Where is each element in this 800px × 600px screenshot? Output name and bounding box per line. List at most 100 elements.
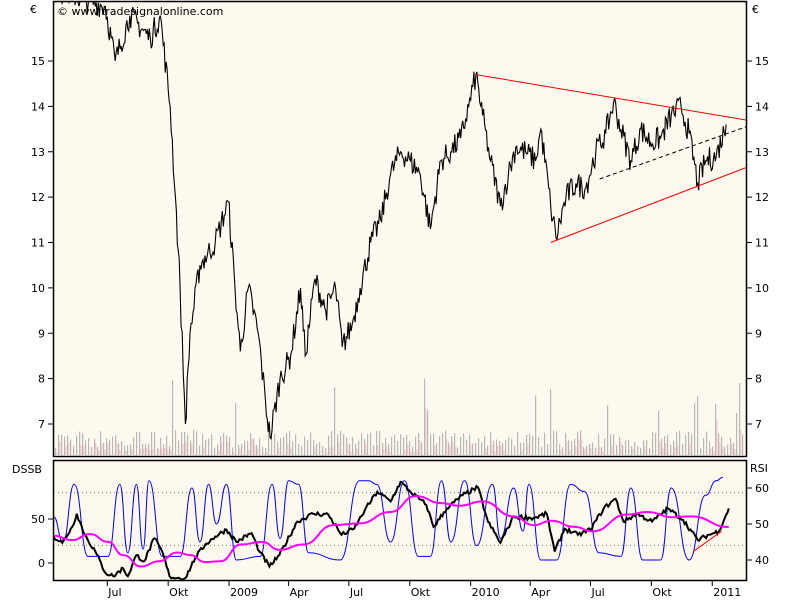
watermark: © www.tradesignalonline.com xyxy=(57,5,223,18)
volume-bar xyxy=(716,419,718,456)
volume-bar xyxy=(227,442,229,456)
price-panel xyxy=(52,0,748,458)
volume-bar xyxy=(223,433,225,456)
volume-bar xyxy=(578,438,580,456)
indicator-panel xyxy=(52,459,748,582)
volume-bar xyxy=(410,451,412,456)
volume-bar xyxy=(503,450,505,456)
volume-bar xyxy=(307,440,309,456)
rsi-tick-label: 40 xyxy=(755,554,769,567)
volume-bar xyxy=(175,430,177,456)
volume-bar xyxy=(184,432,186,456)
volume-bar xyxy=(55,447,57,456)
volume-bar xyxy=(574,438,576,456)
volume-bar xyxy=(121,440,123,456)
volume-bar xyxy=(304,436,306,456)
volume-bar xyxy=(182,444,184,456)
volume-bar xyxy=(79,431,81,456)
volume-bar xyxy=(406,434,408,456)
volume-bar xyxy=(265,447,267,456)
volume-bar xyxy=(463,433,465,456)
volume-bar xyxy=(604,438,606,456)
volume-bar xyxy=(59,441,61,456)
dssb-tick-label: 0 xyxy=(38,557,45,570)
x-tick-label: Okt xyxy=(169,586,189,599)
volume-bar xyxy=(277,441,279,456)
volume-bar xyxy=(259,437,261,456)
volume-bar xyxy=(266,452,268,456)
volume-bar xyxy=(178,440,180,456)
volume-bar xyxy=(511,439,513,456)
volume-bar xyxy=(85,440,87,456)
axes: 7 7 8 8 9 9 10 10 11 11 12 12 13 13 14 14 15 15 0 50 40 50 60 J… xyxy=(31,55,769,599)
volume-bar xyxy=(130,444,132,456)
volume-bar xyxy=(250,433,252,456)
volume-bar xyxy=(382,443,384,456)
volume-bar xyxy=(616,445,618,456)
y-tick-label-left: 8 xyxy=(38,373,45,386)
volume-bar xyxy=(425,408,427,456)
volume-bar xyxy=(271,440,273,456)
volume-bar xyxy=(386,446,388,456)
volume-bar xyxy=(722,446,724,456)
volume-bar xyxy=(455,446,457,456)
volume-bar xyxy=(661,438,663,456)
volume-bar xyxy=(559,444,561,456)
volume-bar xyxy=(634,441,636,456)
volume-bar xyxy=(376,430,378,456)
volume-bar xyxy=(478,438,480,456)
volume-bar xyxy=(338,441,340,456)
volume-bar xyxy=(301,446,303,456)
volume-bar xyxy=(142,443,144,456)
volume-bar xyxy=(493,440,495,456)
volume-bar xyxy=(118,443,120,456)
volume-bar xyxy=(676,432,678,456)
volume-bar xyxy=(526,434,528,456)
volume-bar xyxy=(257,449,259,456)
volume-bar xyxy=(691,434,693,456)
volume-bar xyxy=(139,431,141,456)
volume-bar xyxy=(127,445,129,456)
volume-bar xyxy=(430,434,432,456)
y-tick-label-right: 7 xyxy=(755,418,762,431)
volume-bar xyxy=(73,445,75,456)
volume-bar xyxy=(688,431,690,456)
volume-bar xyxy=(70,439,72,456)
y-tick-label-right: 14 xyxy=(755,100,769,113)
volume-bar xyxy=(613,434,615,456)
volume-bar xyxy=(65,446,67,456)
volume-bar xyxy=(170,449,172,456)
volume-bar xyxy=(457,447,459,456)
volume-bar xyxy=(145,443,147,456)
volume-bar xyxy=(208,438,210,456)
volume-bar xyxy=(191,443,193,456)
volume-bar xyxy=(562,447,564,456)
y-tick-label-right: 10 xyxy=(755,282,769,295)
volume-bar xyxy=(149,450,151,456)
rsi-axis-label: RSI xyxy=(750,462,768,475)
volume-bar xyxy=(292,441,294,456)
volume-bar xyxy=(508,437,510,456)
volume-bar xyxy=(101,443,103,456)
y-tick-label-left: 9 xyxy=(38,327,45,340)
volume-bar xyxy=(211,434,213,456)
volume-bar xyxy=(251,438,253,456)
volume-bar xyxy=(131,449,133,456)
volume-bar xyxy=(343,434,345,456)
volume-bar xyxy=(403,437,405,456)
trendline xyxy=(475,74,747,121)
volume-bar xyxy=(689,443,691,456)
volume-bar xyxy=(544,432,546,456)
y-tick-label-left: 13 xyxy=(31,146,45,159)
volume-bar xyxy=(388,443,390,456)
volume-bar xyxy=(532,435,534,456)
volume-bar xyxy=(164,447,166,456)
volume-bar xyxy=(718,433,720,456)
volume-bar xyxy=(61,434,63,456)
volume-bar xyxy=(58,434,60,456)
volume-bar xyxy=(394,434,396,456)
volume-bar xyxy=(652,431,654,456)
volume-bar xyxy=(416,450,418,456)
x-tick-label: Apr xyxy=(531,586,551,599)
volume-bar xyxy=(151,431,153,456)
